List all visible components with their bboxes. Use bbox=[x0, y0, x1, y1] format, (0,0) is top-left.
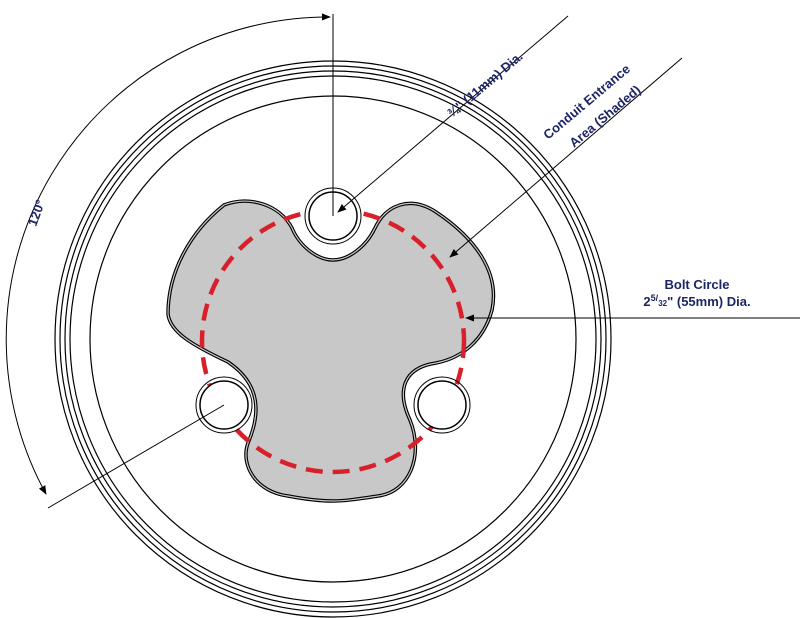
hole-diameter-label: ¾" (11mm) Dia. bbox=[444, 49, 525, 121]
bolt-circle-label-line2: 25/32" (55mm) Dia. bbox=[643, 293, 750, 309]
bolt-circle-den: 32 bbox=[658, 299, 667, 308]
bolt-circle-rest: " (55mm) Dia. bbox=[667, 294, 750, 309]
bolt-circle-num: 5 bbox=[651, 293, 656, 303]
bolt-hole-right-outer bbox=[413, 376, 471, 434]
leader-lines bbox=[5, 13, 800, 509]
bolt-circle-label-line1: Bolt Circle bbox=[664, 277, 729, 292]
bolt-hole-right bbox=[417, 380, 467, 430]
bolt-circle-whole: 2 bbox=[643, 294, 650, 309]
bolt-circle-slash: / bbox=[656, 293, 659, 303]
angle-label: 120° bbox=[25, 198, 48, 228]
conduit-entrance-area bbox=[166, 199, 496, 503]
